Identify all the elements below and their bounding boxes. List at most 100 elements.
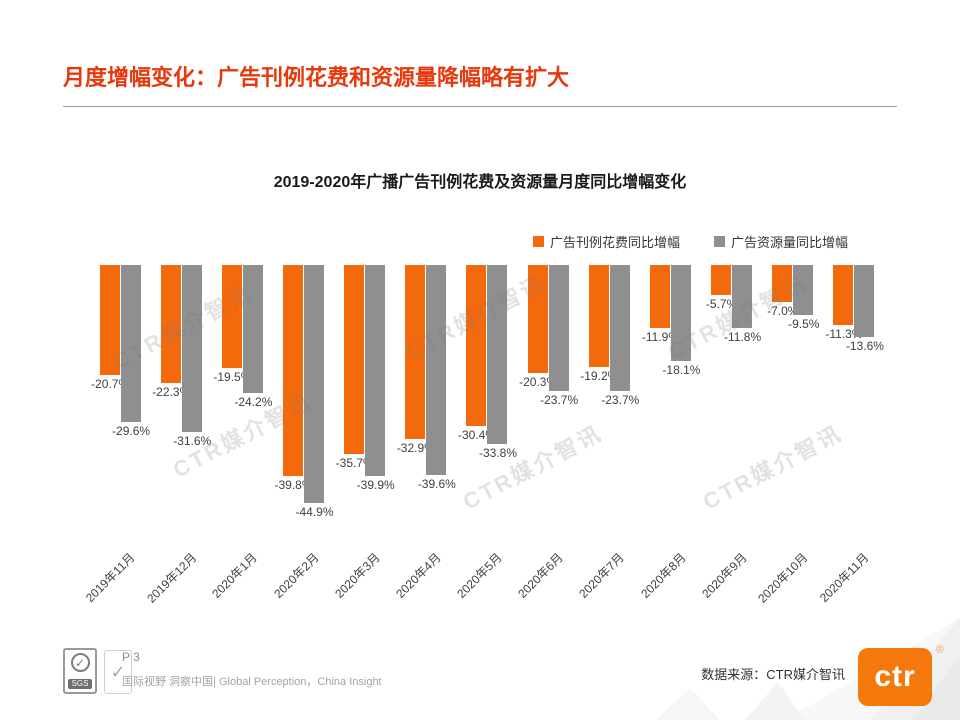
bar-spend <box>221 265 242 369</box>
x-axis-label: 2020年1月 <box>209 550 261 601</box>
x-axis-label: 2019年12月 <box>143 550 200 606</box>
bar-value-label: -39.9% <box>356 478 395 493</box>
bar-resource <box>793 265 814 316</box>
x-axis-label: 2020年2月 <box>270 550 322 601</box>
bar-spend <box>772 265 793 303</box>
title-divider <box>63 106 897 107</box>
bar-value-label: -22.3% <box>152 385 191 400</box>
certification-logo: ✓ <box>104 650 132 694</box>
bar-value-label: -33.8% <box>478 446 517 461</box>
page-number: P 3 <box>122 650 140 664</box>
bar-value-label: -44.9% <box>295 504 334 519</box>
bar-value-label: -20.3% <box>519 374 558 389</box>
bar-spend <box>833 265 854 325</box>
sgs-label: SGS <box>67 679 93 689</box>
bar-group: -7.0% -9.5% 2020年10月 <box>755 265 824 610</box>
bar-value-label: -39.8% <box>274 477 313 492</box>
bar-value-label: -9.5% <box>788 317 820 332</box>
data-source-note: 数据来源：CTR媒介智讯 <box>701 667 845 682</box>
legend-swatch-resource <box>713 236 725 247</box>
bar-group: -5.7% -11.8% 2020年9月 <box>699 265 763 610</box>
chart-plot-area: -20.7% -29.6% 2019年11月 -22.3% -31.6% 2019年12月… <box>83 265 885 610</box>
footer-tagline: 国际视野 洞察中国| Global Perception，China Insig… <box>122 676 382 688</box>
bar-spend <box>711 265 732 296</box>
bar-spend <box>405 265 426 440</box>
chart-title: 2019-2020年广播广告刊例花费及资源量月度同比增幅变化 <box>273 174 687 191</box>
bar-group: -35.7% -39.9% 2020年3月 <box>332 265 396 610</box>
bar-group: -19.2% -23.7% 2020年7月 <box>577 265 640 610</box>
bar-spend <box>527 265 548 373</box>
bar-value-label: -11.9% <box>641 330 680 345</box>
legend-item-resource: 广告资源量同比增幅 <box>713 232 848 251</box>
bar-value-label: -5.7% <box>705 297 738 312</box>
bar-group: -39.8% -44.9% 2020年2月 <box>271 265 334 610</box>
bar-resource <box>181 265 202 433</box>
bar-group: -11.3% -13.6% 2020年11月 <box>817 265 885 610</box>
bar-group: -19.5% -24.2% 2020年1月 <box>210 265 273 610</box>
bar-group: -20.3% -23.7% 2020年6月 <box>515 265 579 610</box>
x-axis-label: 2019年11月 <box>83 550 138 605</box>
bar-value-label: -30.4% <box>457 428 496 443</box>
bar-resource <box>365 265 386 477</box>
bar-value-label: -32.9% <box>396 441 435 456</box>
bar-spend <box>344 265 365 455</box>
bar-group: -22.3% -31.6% 2019年12月 <box>144 265 212 610</box>
legend-item-spend: 广告刊例花费同比增幅 <box>532 232 680 251</box>
bar-value-label: -19.2% <box>580 368 619 383</box>
bar-value-label: -29.6% <box>112 423 151 438</box>
ctr-logo: ctr <box>858 648 932 706</box>
bar-spend <box>466 265 487 427</box>
x-axis-label: 2020年3月 <box>332 550 383 601</box>
bar-spend <box>99 265 120 375</box>
x-axis-label: 2020年11月 <box>817 550 872 605</box>
legend-swatch-spend <box>532 236 544 247</box>
x-axis-label: 2020年9月 <box>698 550 750 601</box>
x-axis-label: 2020年6月 <box>515 550 566 601</box>
legend-label-resource: 广告资源量同比增幅 <box>730 235 848 250</box>
bar-group: -20.7% -29.6% 2019年11月 <box>83 265 151 610</box>
bar-resource <box>242 265 263 394</box>
registered-trademark-icon: ® <box>935 644 944 656</box>
legend-label-spend: 广告刊例花费同比增幅 <box>549 235 680 250</box>
certification-check-icon: ✓ <box>110 661 126 682</box>
bar-value-label: -19.5% <box>213 370 252 385</box>
bar-resource <box>120 265 141 422</box>
bar-spend <box>283 265 304 476</box>
bar-resource <box>670 265 691 361</box>
bar-value-label: -18.1% <box>662 362 701 377</box>
bar-resource <box>854 265 875 338</box>
bar-resource <box>548 265 569 391</box>
chart-legend: 广告刊例花费同比增幅 广告资源量同比增幅 <box>532 232 848 251</box>
bar-value-label: -31.6% <box>173 434 212 449</box>
x-axis-label: 2020年7月 <box>576 550 628 601</box>
bar-value-label: -35.7% <box>335 456 374 471</box>
bar-resource <box>426 265 447 475</box>
bar-value-label: -23.7% <box>540 392 579 407</box>
bar-resource <box>304 265 325 503</box>
bar-group: -32.9% -39.6% 2020年4月 <box>393 265 457 610</box>
bar-spend <box>649 265 670 329</box>
sgs-certification-logo: ✓ SGS <box>63 648 97 694</box>
x-axis-label: 2020年4月 <box>393 550 444 601</box>
bar-resource <box>732 265 753 328</box>
bar-value-label: -13.6% <box>845 339 884 354</box>
bar-value-label: -23.7% <box>601 392 640 407</box>
bar-spend <box>588 265 609 367</box>
bar-group: -30.4% -33.8% 2020年5月 <box>454 265 518 610</box>
check-icon: ✓ <box>70 653 90 672</box>
bar-value-label: -39.6% <box>417 476 456 491</box>
x-axis-label: 2020年8月 <box>637 550 689 601</box>
bar-group: -11.9% -18.1% 2020年8月 <box>638 265 701 610</box>
x-axis-label: 2020年10月 <box>755 550 811 606</box>
bar-spend <box>160 265 181 384</box>
bar-value-label: -11.8% <box>724 329 762 344</box>
bar-value-label: -7.0% <box>767 304 799 319</box>
bar-resource <box>487 265 508 445</box>
page-title: 月度增幅变化：广告刊例花费和资源量降幅略有扩大 <box>63 65 570 90</box>
bar-value-label: -24.2% <box>234 395 273 410</box>
bar-value-label: -11.3% <box>825 326 863 341</box>
x-axis-label: 2020年5月 <box>454 550 505 601</box>
bar-resource <box>609 265 630 391</box>
bar-value-label: -20.7% <box>91 376 130 391</box>
